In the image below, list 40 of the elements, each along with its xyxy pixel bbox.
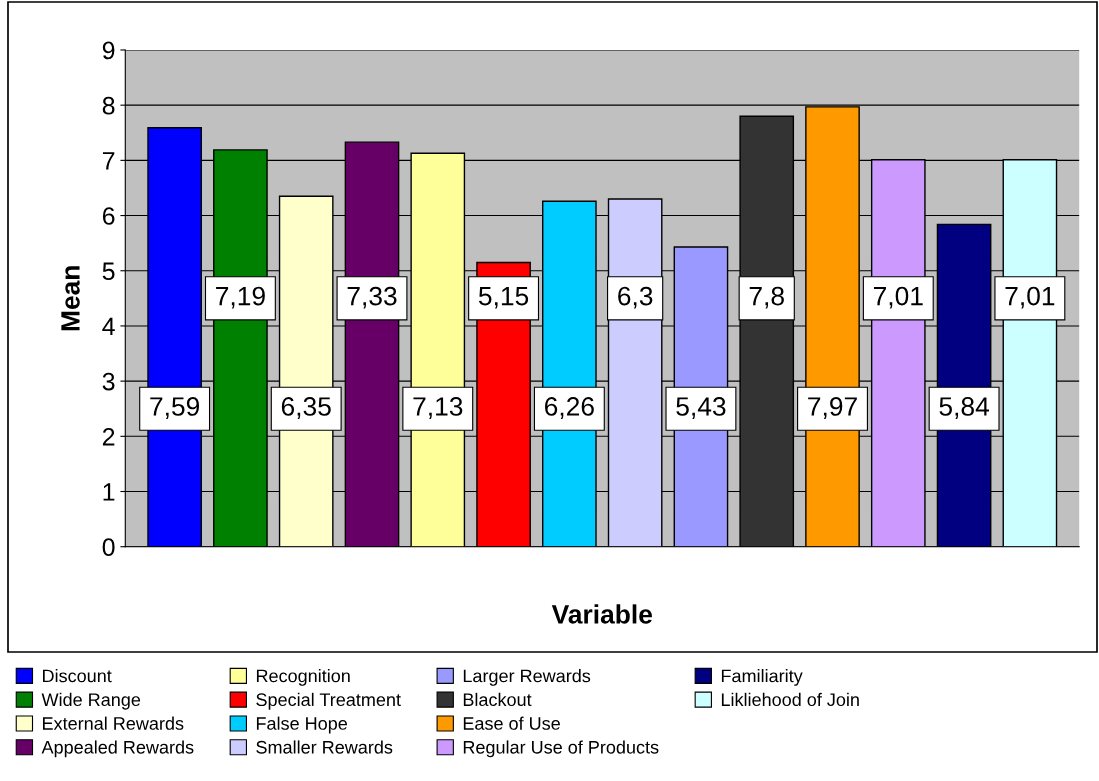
y-tick-label: 3 [102,372,115,391]
y-tick-label: 8 [102,96,115,115]
legend-label: Likliehood of Join [721,692,859,707]
legend-label: Appealed Rewards [41,740,194,758]
data-label: 7,01 [873,286,923,309]
legend-label: Smaller Rewards [256,740,393,754]
legend-label: False Hope [256,716,347,734]
data-label: 5,84 [939,397,989,419]
y-tick-label: 6 [102,207,115,225]
y-tick-label: 5 [102,262,115,281]
y-tick-label: 0 [102,538,115,556]
data-label: 6,3 [618,286,653,309]
legend-label: Blackout [463,692,532,707]
data-label: 7,97 [808,397,857,419]
data-label: 7,01 [1005,286,1055,309]
data-label: 6,35 [281,397,331,419]
data-label: 5,43 [676,397,726,419]
x-axis-title: Variable [551,604,652,624]
data-label: 7,59 [150,397,200,419]
y-axis-title: Mean [61,266,80,331]
y-tick-label: 9 [102,41,115,60]
data-label: 5,15 [478,287,529,309]
legend-label: Larger Rewards [463,669,591,686]
legend-label: Recognition [256,669,350,686]
data-label: 7,33 [347,286,397,309]
data-label: 7,8 [749,286,784,309]
y-tick-label: 2 [102,427,115,446]
data-label: 7,13 [413,397,463,419]
legend-label: External Rewards [43,716,184,730]
y-tick-label: 4 [102,317,115,335]
legend-label: Special Treatment [256,692,401,710]
legend-label: Discount [43,669,112,683]
legend-label: Wide Range [41,692,141,710]
data-label: 6,26 [545,397,594,419]
y-tick-label: 7 [102,152,115,170]
legend-label: Familiarity [721,669,803,686]
legend-label: Regular Use of Products [463,740,659,758]
legend-label: Ease of Use [463,716,560,730]
data-label: 7,19 [216,286,265,309]
y-tick-label: 1 [103,483,115,501]
